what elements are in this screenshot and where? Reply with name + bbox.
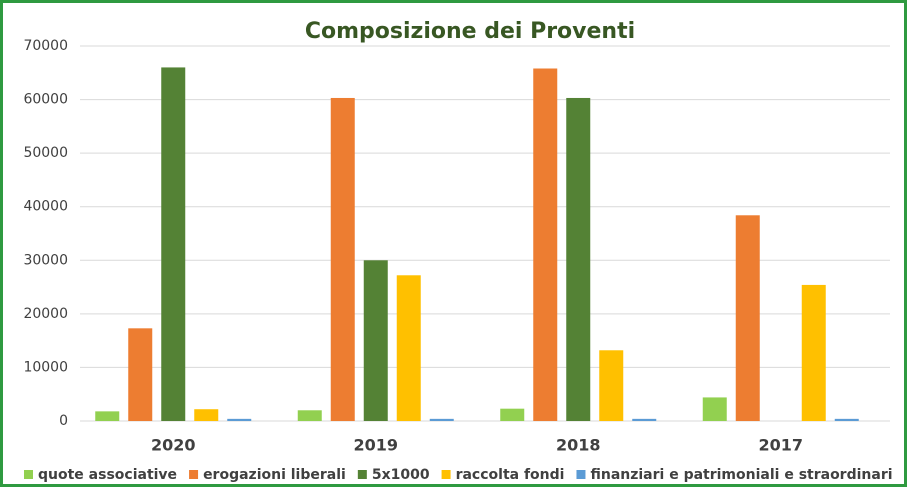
legend-label: quote associative (38, 467, 177, 483)
y-tick-label: 70000 (23, 38, 68, 54)
bar (500, 408, 525, 421)
bar (297, 410, 322, 421)
x-tick-label: 2019 (353, 436, 398, 455)
legend-swatch (441, 470, 451, 479)
chart-title: Composizione dei Proventi (305, 19, 635, 44)
y-tick-label: 50000 (23, 145, 68, 161)
legend-swatch (576, 470, 586, 479)
bar (227, 418, 252, 421)
y-tick-label: 20000 (23, 306, 68, 322)
legend-label: raccolta fondi (456, 467, 565, 483)
bar (632, 418, 657, 421)
bar (330, 97, 355, 421)
y-tick-label: 10000 (23, 359, 68, 375)
x-tick-label: 2020 (151, 436, 196, 455)
bar (128, 328, 153, 421)
bar (599, 350, 624, 421)
y-tick-label: 30000 (23, 252, 68, 268)
legend-label: 5x1000 (372, 467, 430, 483)
bar (735, 215, 760, 421)
bar (161, 67, 186, 421)
bar (801, 284, 826, 421)
bar (702, 397, 727, 421)
y-tick-label: 40000 (23, 199, 68, 215)
legend-label: finanziari e patrimoniali e straordinari (590, 467, 892, 483)
bar (95, 411, 120, 421)
legend-swatch (24, 470, 33, 479)
bar (566, 97, 591, 421)
legend-label: erogazioni liberali (203, 467, 346, 483)
bar (834, 418, 859, 421)
bar (363, 260, 388, 421)
legend-swatch (189, 470, 199, 479)
bar (533, 68, 558, 421)
y-tick-label: 60000 (23, 92, 68, 108)
legend-swatch (357, 470, 367, 479)
x-tick-label: 2017 (758, 436, 803, 455)
bar (396, 275, 421, 421)
y-tick-label: 0 (59, 413, 68, 429)
bar (429, 418, 454, 421)
bar (194, 409, 219, 421)
x-tick-label: 2018 (556, 436, 601, 455)
